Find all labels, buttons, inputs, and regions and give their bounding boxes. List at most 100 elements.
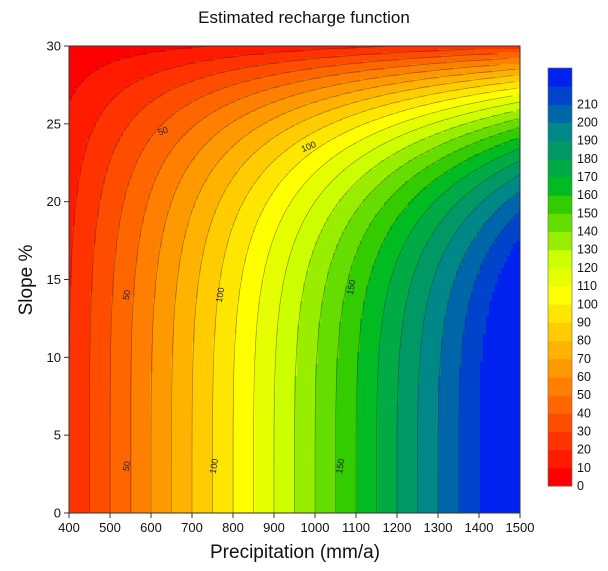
contour-cell bbox=[72, 499, 75, 502]
contour-cell bbox=[69, 367, 72, 370]
contour-cell bbox=[90, 451, 93, 454]
contour-cell bbox=[96, 373, 99, 376]
contour-cell bbox=[75, 49, 78, 52]
contour-cell bbox=[99, 49, 102, 52]
contour-cell bbox=[93, 490, 96, 493]
contour-cell bbox=[75, 367, 78, 370]
contour-cell bbox=[90, 49, 93, 52]
contour-cell bbox=[96, 190, 99, 193]
contour-cell bbox=[69, 448, 72, 451]
contour-cell bbox=[81, 391, 84, 394]
contour-cell bbox=[99, 166, 102, 169]
contour-cell bbox=[78, 187, 81, 190]
contour-cell bbox=[93, 307, 96, 310]
contour-cell bbox=[99, 232, 102, 235]
contour-cell bbox=[72, 199, 75, 202]
contour-cell bbox=[78, 406, 81, 409]
contour-cell bbox=[99, 415, 102, 418]
contour-cell bbox=[96, 196, 99, 199]
contour-cell bbox=[96, 442, 99, 445]
contour-cell bbox=[72, 493, 75, 496]
contour-cell bbox=[84, 457, 87, 460]
contour-cell bbox=[90, 121, 93, 124]
contour-cell bbox=[102, 115, 105, 118]
contour-cell bbox=[96, 481, 99, 484]
contour-cell bbox=[72, 121, 75, 124]
contour-cell bbox=[78, 112, 81, 115]
contour-cell bbox=[102, 202, 105, 205]
contour-cell bbox=[81, 283, 84, 286]
contour-cell bbox=[102, 388, 105, 391]
contour-cell bbox=[96, 379, 99, 382]
contour-cell bbox=[99, 394, 102, 397]
contour-cell bbox=[69, 457, 72, 460]
contour-cell bbox=[75, 448, 78, 451]
contour-cell bbox=[99, 58, 102, 61]
contour-cell bbox=[84, 412, 87, 415]
contour-cell bbox=[102, 280, 105, 283]
contour-cell bbox=[81, 463, 84, 466]
contour-cell bbox=[96, 142, 99, 145]
contour-cell bbox=[99, 247, 102, 250]
contour-cell bbox=[99, 85, 102, 88]
contour-cell bbox=[72, 169, 75, 172]
contour-cell bbox=[84, 121, 87, 124]
contour-cell bbox=[69, 88, 72, 91]
contour-cell bbox=[99, 346, 102, 349]
contour-cell bbox=[99, 226, 102, 229]
contour-cell bbox=[72, 145, 75, 148]
contour-cell bbox=[81, 133, 84, 136]
contour-cell bbox=[102, 58, 105, 61]
contour-cell bbox=[96, 469, 99, 472]
contour-cell bbox=[99, 94, 102, 97]
contour-cell bbox=[93, 448, 96, 451]
contour-cell bbox=[96, 367, 99, 370]
contour-cell bbox=[81, 370, 84, 373]
contour-cell bbox=[72, 400, 75, 403]
contour-cell bbox=[72, 445, 75, 448]
contour-cell bbox=[96, 301, 99, 304]
contour-cell bbox=[87, 409, 90, 412]
contour-cell bbox=[93, 100, 96, 103]
contour-cell bbox=[90, 484, 93, 487]
contour-cell bbox=[90, 463, 93, 466]
contour-cell bbox=[81, 175, 84, 178]
contour-cell bbox=[81, 322, 84, 325]
contour-cell bbox=[93, 400, 96, 403]
contour-cell bbox=[99, 238, 102, 241]
contour-cell bbox=[93, 193, 96, 196]
contour-cell bbox=[81, 382, 84, 385]
contour-cell bbox=[69, 418, 72, 421]
contour-cell bbox=[78, 289, 81, 292]
contour-cell bbox=[72, 469, 75, 472]
contour-cell bbox=[84, 331, 87, 334]
contour-cell bbox=[78, 457, 81, 460]
contour-cell bbox=[99, 55, 102, 58]
contour-cell bbox=[93, 94, 96, 97]
contour-cell bbox=[90, 457, 93, 460]
contour-cell bbox=[102, 241, 105, 244]
contour-cell bbox=[93, 358, 96, 361]
contour-cell bbox=[96, 313, 99, 316]
contour-cell bbox=[96, 106, 99, 109]
contour-cell bbox=[87, 460, 90, 463]
contour-cell bbox=[87, 127, 90, 130]
contour-cell bbox=[90, 508, 93, 511]
contour-cell bbox=[96, 454, 99, 457]
contour-cell bbox=[102, 193, 105, 196]
contour-cell bbox=[72, 427, 75, 430]
contour-cell bbox=[96, 466, 99, 469]
contour-cell bbox=[87, 427, 90, 430]
contour-cell bbox=[87, 52, 90, 55]
contour-cell bbox=[72, 61, 75, 64]
contour-cell bbox=[75, 64, 78, 67]
contour-cell bbox=[93, 379, 96, 382]
contour-cell bbox=[99, 301, 102, 304]
contour-cell bbox=[96, 250, 99, 253]
contour-cell bbox=[99, 175, 102, 178]
contour-cell bbox=[78, 433, 81, 436]
contour-cell bbox=[69, 442, 72, 445]
contour-cell bbox=[102, 118, 105, 121]
contour-cell bbox=[78, 259, 81, 262]
contour-cell bbox=[99, 277, 102, 280]
